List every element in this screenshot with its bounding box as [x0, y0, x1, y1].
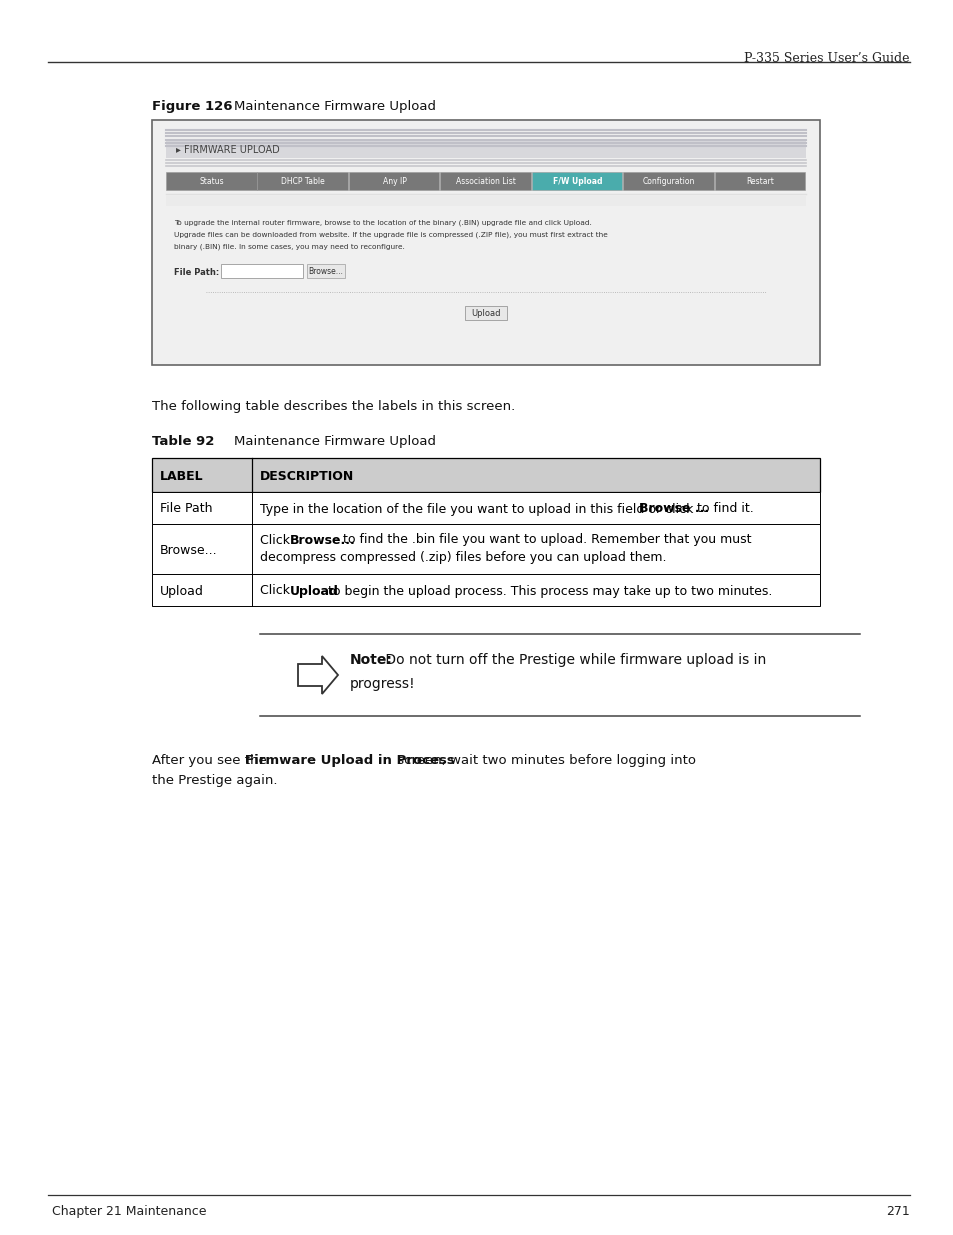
Text: Configuration: Configuration	[642, 178, 695, 186]
Text: Status: Status	[199, 178, 224, 186]
Text: File Path: File Path	[160, 503, 213, 515]
Text: Note:: Note:	[350, 653, 393, 667]
Text: Chapter 21 Maintenance: Chapter 21 Maintenance	[52, 1205, 206, 1218]
Polygon shape	[297, 656, 337, 694]
Text: Upload: Upload	[160, 584, 204, 598]
Bar	[464, 306, 506, 320]
Text: to begin the upload process. This process may take up to two minutes.: to begin the upload process. This proces…	[324, 584, 772, 598]
Text: decompress compressed (.zip) files before you can upload them.: decompress compressed (.zip) files befor…	[260, 552, 666, 564]
Text: to find it.: to find it.	[692, 503, 753, 515]
Text: Browse...: Browse...	[308, 268, 343, 277]
Text: F/W Upload: F/W Upload	[552, 178, 601, 186]
Text: Browse...: Browse...	[160, 543, 217, 557]
Bar	[257, 172, 348, 190]
Text: Maintenance Firmware Upload: Maintenance Firmware Upload	[233, 435, 436, 448]
Text: Click: Click	[260, 534, 294, 547]
Text: Restart: Restart	[745, 178, 774, 186]
Text: Browse...: Browse...	[290, 534, 355, 547]
Text: The following table describes the labels in this screen.: The following table describes the labels…	[152, 400, 515, 412]
Text: progress!: progress!	[350, 677, 416, 692]
Text: ▸ FIRMWARE UPLOAD: ▸ FIRMWARE UPLOAD	[175, 144, 279, 156]
Text: LABEL: LABEL	[160, 469, 203, 483]
Text: Table 92: Table 92	[152, 435, 214, 448]
Text: Upgrade files can be downloaded from website. If the upgrade file is compressed : Upgrade files can be downloaded from web…	[173, 232, 607, 238]
Text: the Prestige again.: the Prestige again.	[152, 774, 277, 787]
Text: To upgrade the internal router firmware, browse to the location of the binary (.: To upgrade the internal router firmware,…	[173, 220, 591, 226]
Bar	[152, 120, 820, 366]
Bar	[221, 264, 303, 278]
Text: Association List: Association List	[456, 178, 516, 186]
Bar	[531, 172, 621, 190]
Bar	[714, 172, 804, 190]
Text: to find the .bin file you want to upload. Remember that you must: to find the .bin file you want to upload…	[338, 534, 751, 547]
Text: Click: Click	[260, 584, 294, 598]
Text: P-335 Series User’s Guide: P-335 Series User’s Guide	[743, 52, 909, 65]
Text: After you see the: After you see the	[152, 755, 271, 767]
Bar	[152, 492, 820, 524]
Bar	[440, 172, 531, 190]
Bar	[166, 172, 256, 190]
Bar	[166, 196, 805, 206]
Text: File Path:: File Path:	[173, 268, 219, 277]
Text: Any IP: Any IP	[382, 178, 406, 186]
Text: Do not turn off the Prestige while firmware upload is in: Do not turn off the Prestige while firmw…	[380, 653, 765, 667]
Text: DHCP Table: DHCP Table	[281, 178, 325, 186]
Text: Upload: Upload	[471, 310, 500, 319]
Bar	[307, 264, 345, 278]
Text: Upload: Upload	[290, 584, 339, 598]
Text: Type in the location of the file you want to upload in this field or click: Type in the location of the file you wan…	[260, 503, 697, 515]
Bar	[349, 172, 439, 190]
Text: Figure 126: Figure 126	[152, 100, 233, 112]
Bar	[166, 140, 805, 158]
Text: Firmware Upload in Process: Firmware Upload in Process	[245, 755, 455, 767]
Bar	[152, 524, 820, 574]
Bar	[152, 574, 820, 606]
Bar	[152, 458, 820, 492]
Text: screen, wait two minutes before logging into: screen, wait two minutes before logging …	[393, 755, 696, 767]
Text: 271: 271	[885, 1205, 909, 1218]
Text: Maintenance Firmware Upload: Maintenance Firmware Upload	[233, 100, 436, 112]
Text: Browse ...: Browse ...	[639, 503, 708, 515]
Bar	[622, 172, 713, 190]
Text: DESCRIPTION: DESCRIPTION	[260, 469, 354, 483]
Text: binary (.BIN) file. In some cases, you may need to reconfigure.: binary (.BIN) file. In some cases, you m…	[173, 245, 404, 251]
